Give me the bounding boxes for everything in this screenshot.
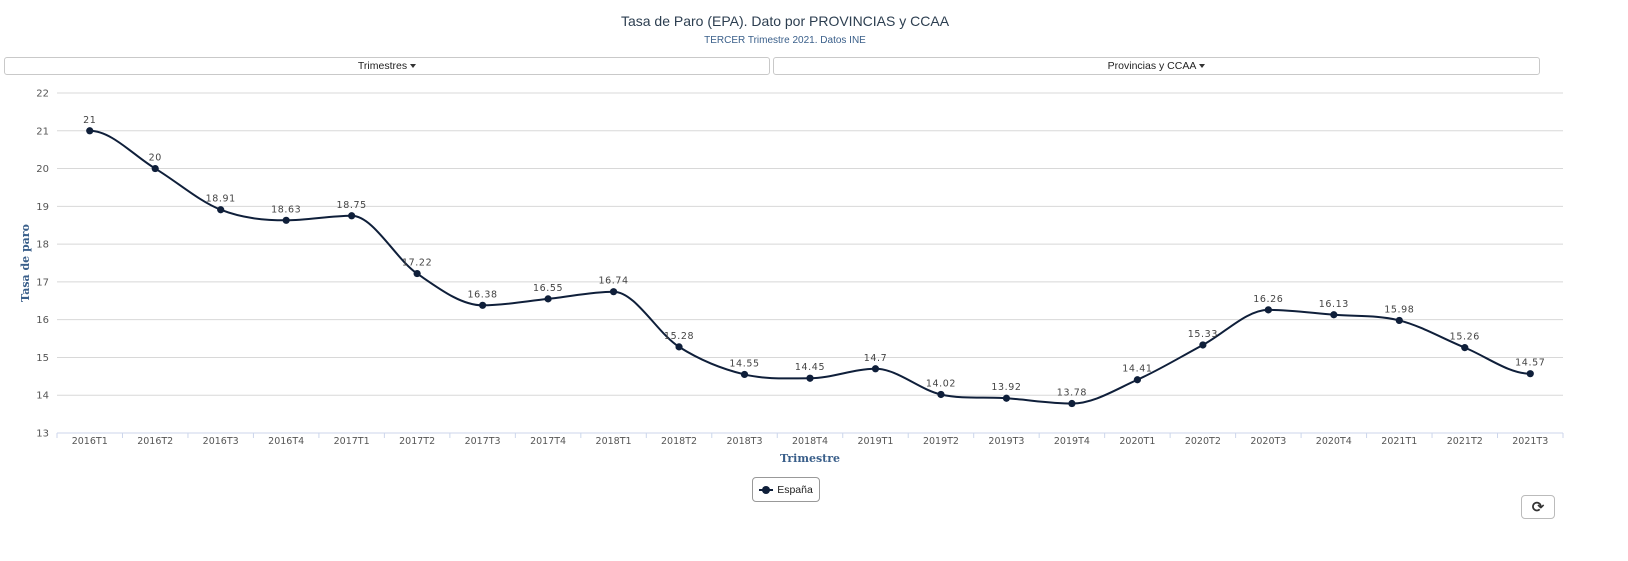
legend-item-espana[interactable]: España — [752, 477, 820, 502]
data-point — [675, 343, 683, 351]
data-point — [1330, 311, 1338, 319]
provincias-dropdown-label: Provincias y CCAA — [1107, 60, 1197, 72]
data-point — [413, 269, 421, 278]
x-tick-label: 2017T3 — [465, 436, 501, 447]
data-label: 16.26 — [1253, 294, 1283, 305]
data-point — [806, 374, 814, 382]
x-tick-label: 2020T4 — [1316, 436, 1352, 447]
y-tick-label: 17 — [36, 277, 49, 288]
data-point — [1133, 376, 1141, 384]
data-point — [609, 288, 618, 296]
data-point — [1264, 306, 1272, 314]
data-point — [479, 301, 487, 309]
x-tick-label: 2016T3 — [203, 436, 239, 447]
data-label: 18.75 — [337, 200, 367, 211]
y-tick-label: 22 — [36, 89, 49, 100]
x-tick-label: 2019T1 — [857, 436, 893, 447]
chart-title: Tasa de Paro (EPA). Dato por PROVINCIAS … — [620, 13, 950, 29]
data-label: 18.63 — [271, 204, 301, 215]
x-tick-label: 2020T1 — [1119, 436, 1155, 447]
data-label: 15.28 — [664, 331, 694, 342]
x-tick-label: 2021T2 — [1447, 436, 1483, 447]
x-tick-label: 2018T1 — [596, 436, 632, 447]
x-tick-label: 2020T3 — [1250, 436, 1286, 447]
legend-line-marker-icon — [759, 485, 774, 495]
x-tick-label: 2016T1 — [72, 436, 108, 447]
data-point — [217, 206, 225, 214]
y-tick-label: 16 — [36, 315, 49, 326]
x-axis-title: Trimestre — [780, 452, 840, 465]
data-label: 16.55 — [533, 283, 563, 294]
data-point — [282, 216, 290, 224]
x-tick-label: 2016T2 — [137, 436, 173, 447]
data-label: 14.7 — [864, 353, 888, 364]
y-tick-label: 18 — [36, 240, 49, 251]
data-point — [937, 390, 945, 399]
data-label: 16.74 — [598, 276, 628, 287]
y-tick-label: 14 — [36, 391, 49, 402]
x-tick-label: 2019T3 — [988, 436, 1024, 447]
data-label: 15.33 — [1188, 329, 1218, 340]
data-label: 14.45 — [795, 362, 825, 373]
data-point — [544, 295, 552, 303]
data-label: 13.92 — [991, 382, 1021, 393]
data-point — [1199, 341, 1207, 349]
y-axis-title: Tasa de paro — [19, 224, 32, 302]
x-tick-label: 2021T3 — [1512, 436, 1548, 447]
caret-down-icon — [410, 64, 417, 69]
y-tick-label: 15 — [36, 353, 49, 364]
data-point — [871, 365, 880, 373]
data-label: 20 — [149, 153, 162, 164]
x-tick-label: 2017T2 — [399, 436, 435, 447]
x-tick-label: 2019T4 — [1054, 436, 1090, 447]
y-tick-label: 13 — [36, 429, 49, 440]
x-tick-label: 2017T4 — [530, 436, 566, 447]
data-label: 14.57 — [1515, 358, 1545, 369]
data-point — [151, 164, 159, 173]
data-point — [1526, 370, 1534, 378]
x-tick-label: 2017T1 — [334, 436, 370, 447]
data-label: 17.22 — [402, 258, 432, 269]
y-tick-label: 21 — [36, 126, 49, 137]
data-label: 14.55 — [729, 358, 759, 369]
data-label: 21 — [83, 115, 96, 126]
data-label: 16.13 — [1319, 299, 1349, 310]
trimestres-dropdown[interactable]: Trimestres — [4, 57, 770, 75]
data-point — [1068, 399, 1076, 408]
x-tick-label: 2018T4 — [792, 436, 828, 447]
refresh-button[interactable]: ⟳ — [1521, 495, 1555, 519]
y-tick-label: 19 — [36, 202, 49, 213]
data-label: 15.26 — [1450, 332, 1480, 343]
x-tick-label: 2021T1 — [1381, 436, 1417, 447]
data-point — [1395, 316, 1403, 325]
data-point — [1002, 394, 1011, 402]
chart-subtitle: TERCER Trimestre 2021. Datos INE — [704, 35, 866, 46]
x-tick-label: 2016T4 — [268, 436, 304, 447]
refresh-icon: ⟳ — [1531, 499, 1545, 516]
legend-label: España — [777, 483, 813, 496]
x-tick-label: 2020T2 — [1185, 436, 1221, 447]
data-label: 15.98 — [1384, 304, 1414, 315]
provincias-dropdown[interactable]: Provincias y CCAA — [773, 57, 1540, 75]
x-tick-label: 2019T2 — [923, 436, 959, 447]
caret-down-icon — [1199, 64, 1206, 69]
data-label: 13.78 — [1057, 388, 1087, 399]
data-label: 18.91 — [206, 194, 236, 205]
trimestres-dropdown-label: Trimestres — [357, 60, 408, 72]
data-label: 16.38 — [468, 289, 498, 300]
data-label: 14.02 — [926, 378, 956, 389]
data-label: 14.41 — [1122, 364, 1152, 375]
data-point — [86, 127, 94, 135]
y-tick-label: 20 — [36, 164, 49, 175]
data-point — [740, 370, 749, 379]
x-tick-label: 2018T2 — [661, 436, 697, 447]
data-point — [1461, 344, 1469, 352]
x-tick-label: 2018T3 — [727, 436, 763, 447]
data-point — [348, 212, 356, 220]
